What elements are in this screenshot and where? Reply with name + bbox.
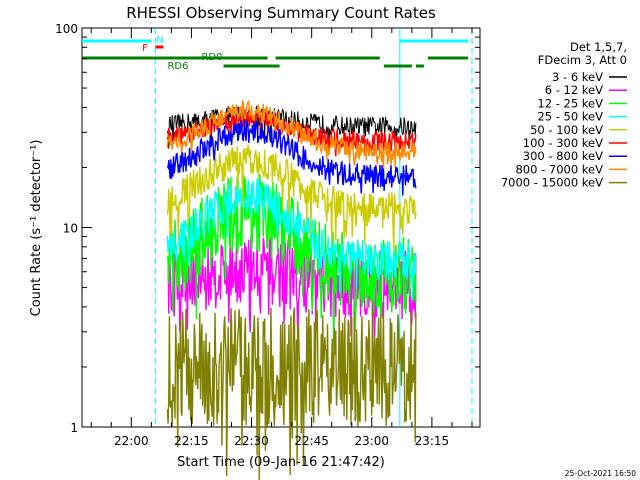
series-line xyxy=(166,144,417,252)
legend-header-1: Det 1,5,7, xyxy=(570,40,627,54)
legend-entry-label: 800 - 7000 keV xyxy=(515,162,603,176)
flag-label: RD6 xyxy=(167,61,188,72)
flag-label: N xyxy=(156,35,163,46)
legend-entry-label: 100 - 300 keV xyxy=(523,136,603,150)
legend-entry-label: 300 - 800 keV xyxy=(523,149,603,163)
flag-label: RD0 xyxy=(201,52,222,63)
flag-label: F xyxy=(142,43,148,54)
x-tick-label: 22:30 xyxy=(234,434,269,448)
x-tick-label: 22:15 xyxy=(174,434,209,448)
y-tick-label: 100 xyxy=(55,22,78,36)
legend-header-2: FDecim 3, Att 0 xyxy=(538,53,627,67)
legend-entry-label: 6 - 12 keV xyxy=(545,83,603,97)
legend-entry-label: 25 - 50 keV xyxy=(537,110,603,124)
legend-entry-label: 3 - 6 keV xyxy=(552,70,603,84)
series-line xyxy=(166,99,417,169)
axes: 1 10 100 22:00 22:15 22:30 22:45 23:00 23:15 xyxy=(55,22,480,448)
generation-timestamp: 25-Oct-2021 16:50 xyxy=(565,469,636,478)
legend-entry-label: 50 - 100 keV xyxy=(530,123,603,137)
series-line xyxy=(166,307,417,480)
y-tick-label: 1 xyxy=(70,421,78,435)
y-axis-label: Count Rate (s⁻¹ detector⁻¹) xyxy=(29,140,44,317)
y-tick-label: 10 xyxy=(63,222,78,236)
x-tick-label: 22:45 xyxy=(294,434,329,448)
x-tick-label: 23:00 xyxy=(354,434,389,448)
x-tick-label: 22:00 xyxy=(114,434,149,448)
chart-title: RHESSI Observing Summary Count Rates xyxy=(126,4,436,22)
series-line xyxy=(166,119,417,196)
legend-entry-label: 7000 - 15000 keV xyxy=(501,176,603,190)
plot-area: NF RD0 RD6 xyxy=(81,27,481,480)
series-line xyxy=(166,178,417,300)
series-line xyxy=(166,108,417,157)
x-tick-label: 23:15 xyxy=(415,434,450,448)
x-axis-label: Start Time (09-Jan-16 21:47:42) xyxy=(177,455,385,470)
legend-entry-label: 12 - 25 keV xyxy=(537,96,603,110)
